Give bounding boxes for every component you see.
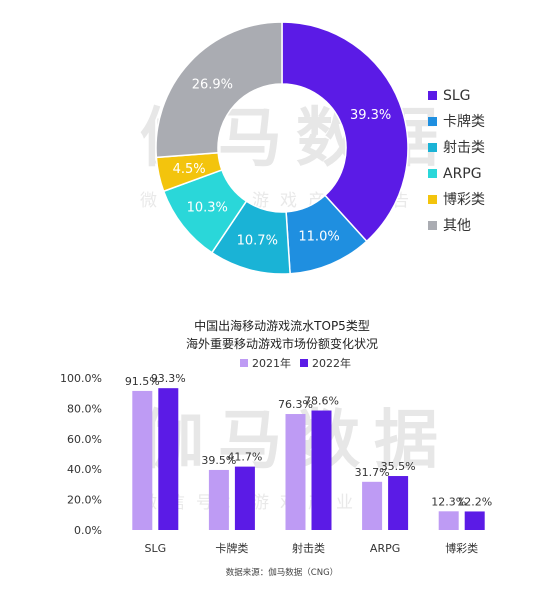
y-tick-label: 60.0% xyxy=(67,433,102,446)
y-tick-label: 0.0% xyxy=(74,524,102,537)
bar-chart-subtitle: 海外重要移动游戏市场份额变化状况 xyxy=(186,336,378,351)
bar-value-label: 12.3% xyxy=(431,495,466,508)
legend-swatch xyxy=(428,221,437,230)
donut-value-label-其他: 26.9% xyxy=(192,77,233,92)
bar-value-label: 31.7% xyxy=(355,466,390,479)
bar-value-label: 39.5% xyxy=(201,454,236,467)
x-tick-label-射击类: 射击类 xyxy=(292,541,325,555)
bar-博彩类-2022年 xyxy=(464,511,485,530)
legend-item-slg: SLG xyxy=(428,88,471,104)
legend-label: 其他 xyxy=(443,218,471,234)
bar-射击类-2021年 xyxy=(285,414,306,530)
x-tick-label-slg: SLG xyxy=(144,542,166,555)
bar-plot: 91.5%93.3% SLG 39.5%41.7% 卡牌类 76.3%78.6% 射击类 3… xyxy=(125,372,492,555)
legend-item-arpg: ARPG xyxy=(428,166,482,182)
donut-value-labels: 39.3% 11.0% 10.7% 10.3% 4.5% 26.9% xyxy=(173,77,392,248)
legend-item-射击类: 射击类 xyxy=(428,140,485,156)
x-tick-label-arpg: ARPG xyxy=(370,542,400,555)
legend-label: 2021年 xyxy=(252,356,291,370)
watermark-subtitle-bottom: 微信号：游戏产业报告 xyxy=(140,493,420,513)
bar-legend: 2021年 2022年 xyxy=(240,356,351,370)
legend-label: SLG xyxy=(443,88,471,104)
donut-value-label-slg: 39.3% xyxy=(350,108,391,123)
legend-label: 博彩类 xyxy=(443,191,485,208)
bar-value-label: 35.5% xyxy=(381,460,416,473)
legend-swatch xyxy=(240,359,248,367)
legend-label: 射击类 xyxy=(443,140,485,156)
bar-value-label: 93.3% xyxy=(151,372,186,385)
legend-swatch xyxy=(428,91,437,100)
legend-item-其他: 其他 xyxy=(428,218,471,234)
bar-卡牌类-2022年 xyxy=(234,466,255,530)
legend-label: ARPG xyxy=(443,166,482,182)
legend-swatch xyxy=(428,169,437,178)
legend-label: 卡牌类 xyxy=(443,113,485,130)
bar-value-label: 91.5% xyxy=(125,375,160,388)
x-tick-label-卡牌类: 卡牌类 xyxy=(215,541,248,555)
donut-slice-其他 xyxy=(155,21,283,159)
y-tick-label: 20.0% xyxy=(67,494,102,507)
bar-arpg-2022年 xyxy=(388,476,409,530)
y-axis: 0.0% 20.0% 40.0% 60.0% 80.0% 100.0% xyxy=(60,372,102,537)
legend-item-卡牌类: 卡牌类 xyxy=(428,113,485,130)
legend-swatch xyxy=(428,143,437,152)
bar-legend-item-2021年: 2021年 xyxy=(240,356,291,370)
x-tick-label-博彩类: 博彩类 xyxy=(445,541,478,555)
donut-value-label-博彩类: 4.5% xyxy=(173,162,206,177)
donut-slice-slg xyxy=(281,21,409,243)
legend-swatch xyxy=(428,117,437,126)
donut-value-label-卡牌类: 11.0% xyxy=(298,229,339,244)
legend-label: 2022年 xyxy=(312,356,351,370)
bar-legend-item-2022年: 2022年 xyxy=(300,356,351,370)
bar-卡牌类-2021年 xyxy=(208,469,229,530)
y-tick-label: 80.0% xyxy=(67,402,102,415)
bar-arpg-2021年 xyxy=(362,481,383,530)
bar-博彩类-2021年 xyxy=(438,511,459,530)
bar-value-label: 41.7% xyxy=(227,451,262,464)
source-note: 数据来源：伽马数据（CNG） xyxy=(226,567,338,578)
legend-swatch xyxy=(300,359,308,367)
donut-value-label-arpg: 10.3% xyxy=(187,201,228,216)
y-tick-label: 100.0% xyxy=(60,372,102,385)
bar-射击类-2022年 xyxy=(311,410,332,530)
bar-chart-title: 中国出海移动游戏流水TOP5类型 xyxy=(194,318,370,333)
bar-slg-2021年 xyxy=(132,390,153,530)
legend-swatch xyxy=(428,195,437,204)
bar-value-label: 12.2% xyxy=(457,495,492,508)
donut-value-label-射击类: 10.7% xyxy=(237,234,278,249)
y-tick-label: 40.0% xyxy=(67,463,102,476)
bar-value-label: 76.3% xyxy=(278,398,313,411)
legend-item-博彩类: 博彩类 xyxy=(428,191,485,208)
donut-chart xyxy=(155,21,409,275)
bar-slg-2022年 xyxy=(158,388,179,530)
bar-value-label: 78.6% xyxy=(304,395,339,408)
